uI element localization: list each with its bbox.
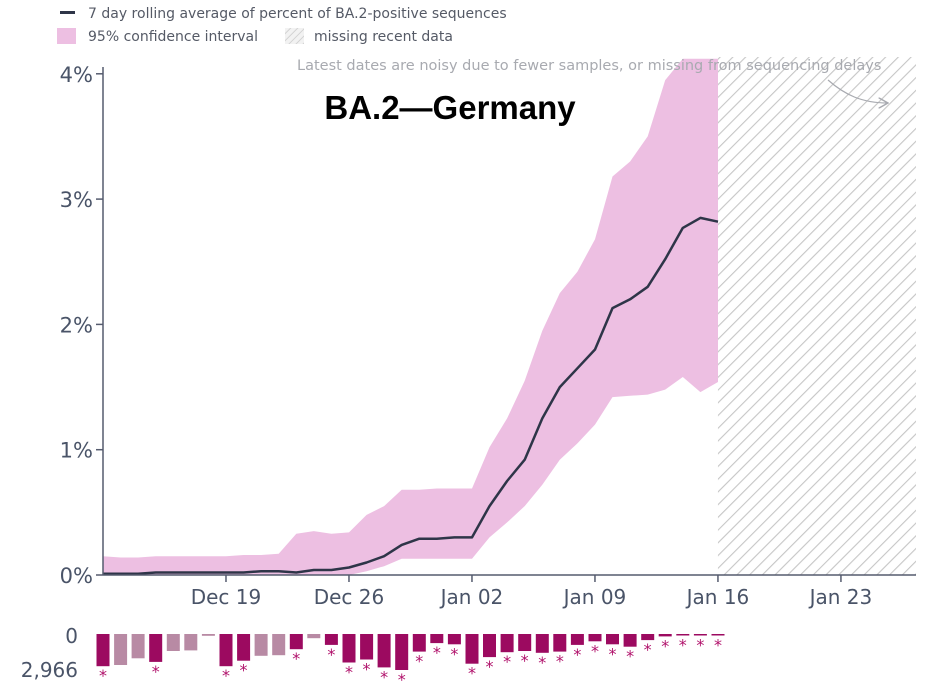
low-sample-star: * bbox=[696, 636, 704, 655]
y-tick-label: 4% bbox=[60, 63, 93, 87]
low-sample-star: * bbox=[538, 653, 546, 672]
count-bar bbox=[114, 634, 128, 665]
count-bar bbox=[518, 634, 532, 651]
y-tick-label: 2% bbox=[60, 313, 93, 337]
x-tick-label: Jan 02 bbox=[439, 585, 504, 609]
count-bar bbox=[96, 634, 110, 667]
low-sample-star: * bbox=[468, 664, 476, 683]
count-bar bbox=[237, 634, 251, 661]
count-bar bbox=[500, 634, 514, 653]
count-bars bbox=[96, 634, 725, 670]
legend-missing-label: missing recent data bbox=[314, 29, 453, 45]
count-bar bbox=[658, 634, 672, 637]
note-arrow bbox=[827, 79, 888, 103]
low-sample-star: * bbox=[152, 662, 160, 681]
y-axis-ticks: 0% 1% 2% 3% 4% bbox=[60, 63, 103, 588]
count-bar bbox=[570, 634, 584, 645]
low-sample-star: * bbox=[398, 670, 406, 689]
low-sample-star: * bbox=[363, 660, 371, 679]
missing-data-region bbox=[717, 57, 916, 575]
low-sample-star: * bbox=[240, 661, 248, 680]
main-plot: 0% 1% 2% 3% 4% Dec 19 Dec 26 Jan 02 Jan 09 Jan 1… bbox=[60, 57, 916, 609]
count-bar bbox=[447, 634, 461, 645]
count-bar bbox=[377, 634, 391, 668]
count-bar bbox=[623, 634, 637, 647]
count-bar bbox=[606, 634, 619, 645]
low-sample-star: * bbox=[626, 647, 634, 666]
count-bar bbox=[483, 634, 496, 658]
count-bar bbox=[412, 634, 426, 652]
count-bar bbox=[360, 634, 374, 660]
y-tick-label: 0% bbox=[60, 564, 93, 588]
low-sample-star: * bbox=[644, 640, 652, 659]
low-sample-star: * bbox=[714, 636, 722, 655]
low-sample-star: * bbox=[573, 645, 581, 664]
count-bar bbox=[711, 634, 725, 636]
low-sample-star: * bbox=[486, 657, 494, 676]
chart-title: BA.2—Germany bbox=[324, 89, 576, 126]
x-tick-label: Jan 23 bbox=[808, 585, 873, 609]
low-sample-star: * bbox=[433, 643, 441, 662]
low-sample-star: * bbox=[679, 636, 687, 655]
y-tick-label: 1% bbox=[60, 439, 93, 463]
x-tick-label: Jan 16 bbox=[685, 585, 750, 609]
legend-ci-label: 95% confidence interval bbox=[88, 29, 258, 45]
count-axis-zero: 0 bbox=[65, 624, 78, 648]
low-sample-star: * bbox=[222, 666, 230, 685]
count-bar bbox=[395, 634, 409, 670]
x-tick-label: Dec 26 bbox=[314, 585, 385, 609]
count-bar bbox=[342, 634, 356, 663]
count-bar bbox=[184, 634, 198, 651]
low-sample-star: * bbox=[415, 652, 423, 671]
low-sample-star: * bbox=[521, 651, 529, 670]
count-bar bbox=[588, 634, 602, 642]
low-sample-star: * bbox=[661, 636, 669, 655]
low-sample-star: * bbox=[327, 645, 335, 664]
low-sample-star: * bbox=[503, 652, 511, 671]
count-bar bbox=[166, 634, 180, 651]
confidence-interval-band bbox=[103, 58, 718, 576]
count-bar bbox=[219, 634, 233, 667]
low-sample-star: * bbox=[556, 652, 564, 671]
x-tick-label: Dec 19 bbox=[191, 585, 262, 609]
low-sample-star: * bbox=[345, 663, 353, 682]
y-tick-label: 3% bbox=[60, 188, 93, 212]
count-bar bbox=[131, 634, 145, 659]
rolling-average-line bbox=[103, 216, 719, 575]
count-bar bbox=[254, 634, 268, 656]
low-sample-star: * bbox=[609, 644, 617, 663]
count-bar bbox=[307, 634, 321, 639]
count-bar bbox=[324, 634, 338, 645]
x-tick-label: Jan 09 bbox=[562, 585, 627, 609]
x-axis-ticks: Dec 19 Dec 26 Jan 02 Jan 09 Jan 16 Jan 23 bbox=[191, 575, 873, 609]
axes bbox=[102, 67, 916, 576]
count-bar bbox=[201, 634, 215, 636]
low-sample-star: * bbox=[380, 667, 388, 686]
low-sample-star: * bbox=[99, 666, 107, 685]
legend-missing-swatch bbox=[285, 28, 304, 44]
count-bar bbox=[553, 634, 567, 652]
count-bar bbox=[641, 634, 655, 641]
count-stars: * * * * * * * * * * * * * * * * * * * * * * * * * * * * bbox=[99, 636, 722, 689]
legend-line-swatch bbox=[60, 11, 75, 14]
count-bar bbox=[535, 634, 549, 653]
low-sample-star: * bbox=[591, 641, 599, 660]
legend: 7 day rolling average of percent of BA.2… bbox=[57, 6, 507, 45]
legend-line-label: 7 day rolling average of percent of BA.2… bbox=[88, 6, 507, 22]
count-bar bbox=[430, 634, 444, 644]
count-bar bbox=[676, 634, 690, 636]
count-bar bbox=[693, 634, 707, 636]
count-bar bbox=[149, 634, 163, 662]
count-bar bbox=[465, 634, 479, 664]
sequence-count-chart: * * * * * * * * * * * * * * * * * * * * * * * * * * * * 0 2,966 bbox=[21, 624, 725, 689]
count-bar bbox=[289, 634, 303, 650]
low-sample-star: * bbox=[292, 649, 300, 668]
count-bar bbox=[272, 634, 286, 656]
count-axis-max: 2,966 bbox=[21, 658, 78, 682]
noisy-data-note: Latest dates are noisy due to fewer samp… bbox=[297, 58, 881, 74]
low-sample-star: * bbox=[450, 644, 458, 663]
legend-ci-swatch bbox=[57, 28, 76, 44]
